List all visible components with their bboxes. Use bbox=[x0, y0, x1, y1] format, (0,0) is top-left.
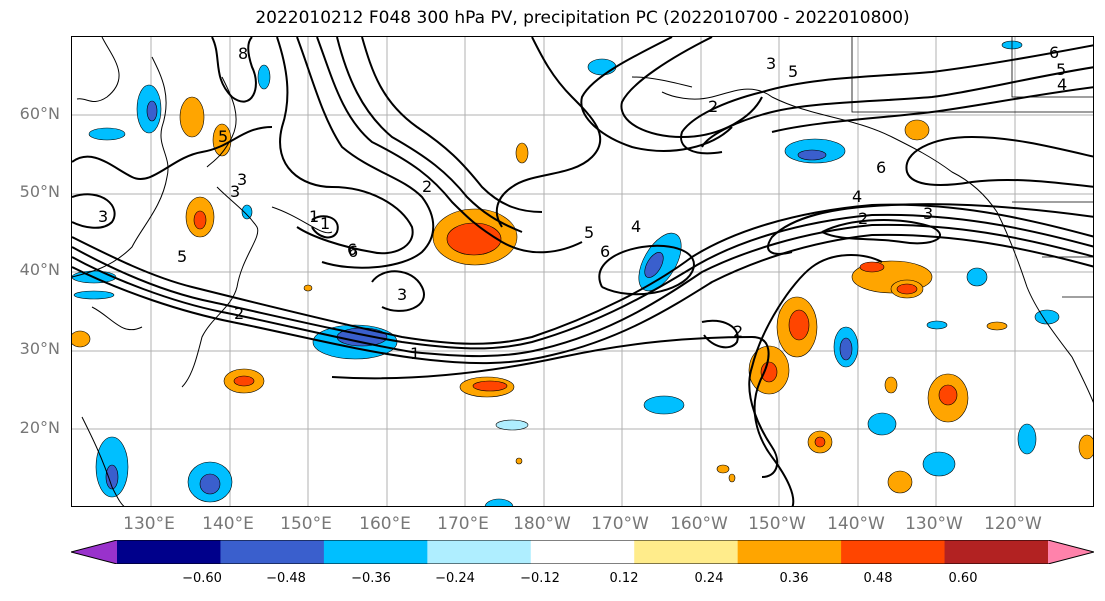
map-canvas: 8 3 5 1 6 2 3 1 5 3 1 3 2 6 6 5 4 2 2 6 … bbox=[72, 37, 1093, 506]
contour-label: 1 bbox=[309, 207, 319, 226]
contour-label: 1 bbox=[320, 214, 330, 233]
map-panel[interactable]: 8 3 5 1 6 2 3 1 5 3 1 3 2 6 6 5 4 2 2 6 … bbox=[71, 36, 1094, 507]
colorbar-segment bbox=[427, 540, 532, 564]
contour-label: 6 bbox=[348, 242, 358, 261]
contour-label: 2 bbox=[708, 97, 718, 116]
colorbar-tick: 0.36 bbox=[779, 571, 809, 586]
colorbar-extend-low bbox=[71, 540, 117, 564]
contour-label: 4 bbox=[1057, 75, 1067, 94]
contour-label: 3 bbox=[98, 207, 108, 226]
colorbar-tick: −0.48 bbox=[266, 571, 306, 586]
contour-label: 6 bbox=[876, 158, 886, 177]
colorbar-tick: 0.12 bbox=[609, 571, 639, 586]
contour-label: 2 bbox=[234, 304, 244, 323]
colorbar-segment bbox=[634, 540, 739, 564]
lat-label-20: 20°N bbox=[19, 418, 60, 437]
colorbar-segment bbox=[220, 540, 325, 564]
contour-label: 5 bbox=[1056, 60, 1066, 79]
contour-label: 4 bbox=[631, 217, 641, 236]
graticule bbox=[72, 37, 1093, 506]
colorbar-tick: −0.60 bbox=[182, 571, 222, 586]
lon-label-130w: 130°W bbox=[905, 514, 963, 534]
colorbar-extend-high bbox=[1048, 540, 1094, 564]
contour-label: 5 bbox=[584, 223, 594, 242]
lon-label-170w: 170°W bbox=[591, 514, 649, 534]
lon-label-160w: 160°W bbox=[670, 514, 728, 534]
lat-label-30: 30°N bbox=[19, 339, 60, 358]
colorbar-segment bbox=[117, 540, 221, 564]
contour-label: 2 bbox=[422, 177, 432, 196]
contour-label: 2 bbox=[733, 322, 743, 341]
contour-label: 1 bbox=[410, 344, 420, 363]
lat-label-50: 50°N bbox=[19, 182, 60, 201]
colorbar-segment bbox=[841, 540, 946, 564]
lon-label-140w: 140°W bbox=[827, 514, 885, 534]
colorbar-tick: 0.24 bbox=[694, 571, 724, 586]
colorbar-segment bbox=[323, 540, 428, 564]
lon-label-120w: 120°W bbox=[984, 514, 1042, 534]
contour-label: 6 bbox=[347, 240, 357, 259]
contour-label: 2 bbox=[858, 209, 868, 228]
colorbar-tick: −0.12 bbox=[520, 571, 560, 586]
contour-label: 3 bbox=[237, 170, 247, 189]
lat-label-60: 60°N bbox=[19, 104, 60, 123]
precip-shading bbox=[72, 40, 1093, 506]
colorbar-tick: 0.48 bbox=[863, 571, 893, 586]
colorbar-tick: 0.60 bbox=[948, 571, 978, 586]
lat-label-40: 40°N bbox=[19, 260, 60, 279]
colorbar-svg bbox=[69, 539, 1096, 565]
lon-label-130e: 130°E bbox=[123, 514, 175, 534]
colorbar-tick: −0.24 bbox=[435, 571, 475, 586]
lon-label-180w: 180°W bbox=[513, 514, 571, 534]
contour-label: 3 bbox=[230, 182, 240, 201]
contour-label: 8 bbox=[238, 44, 248, 63]
contour-label: 3 bbox=[766, 54, 776, 73]
lon-label-150w: 150°W bbox=[748, 514, 806, 534]
colorbar-tick: −0.36 bbox=[351, 571, 391, 586]
precip-pos bbox=[179, 96, 205, 138]
contour-label: 6 bbox=[600, 242, 610, 261]
lon-label-170e: 170°E bbox=[437, 514, 489, 534]
contour-label: 3 bbox=[923, 204, 933, 223]
contour-label: 5 bbox=[218, 127, 228, 146]
pv-contours bbox=[72, 37, 1093, 506]
lon-label-140e: 140°E bbox=[202, 514, 254, 534]
contour-label: 4 bbox=[852, 187, 862, 206]
coastline-asia bbox=[76, 37, 120, 102]
contour-labels: 8 3 5 1 6 2 3 1 5 3 1 3 2 6 6 5 4 2 2 6 … bbox=[98, 43, 1067, 363]
colorbar-segment bbox=[737, 540, 842, 564]
colorbar-segment bbox=[944, 540, 1049, 564]
colorbar bbox=[69, 539, 1096, 565]
contour-label: 6 bbox=[1049, 43, 1059, 62]
lon-label-160e: 160°E bbox=[359, 514, 411, 534]
contour-label: 5 bbox=[788, 62, 798, 81]
colorbar-segment bbox=[530, 540, 635, 564]
contour-label: 5 bbox=[177, 247, 187, 266]
map-title: 2022010212 F048 300 hPa PV, precipitatio… bbox=[255, 8, 910, 28]
contour-label: 3 bbox=[397, 285, 407, 304]
lon-label-150e: 150°E bbox=[280, 514, 332, 534]
